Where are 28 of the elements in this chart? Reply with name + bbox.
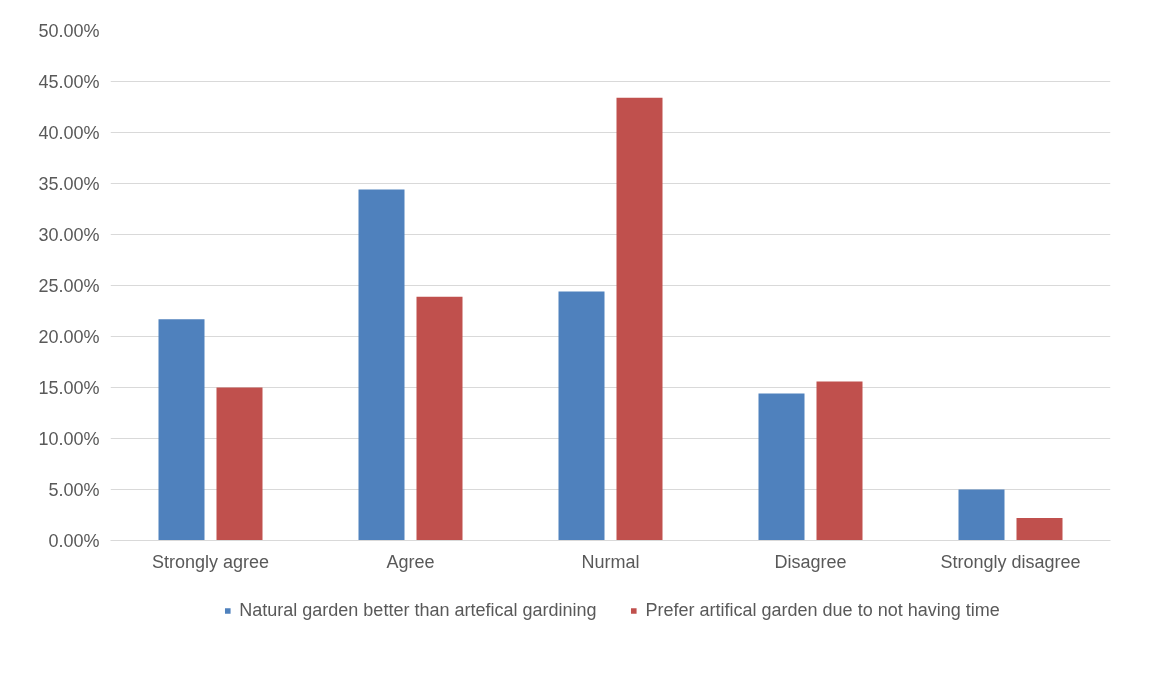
- x-tick-label: Agree: [386, 551, 435, 572]
- x-tick-label: Nurmal: [581, 551, 640, 572]
- bar: [358, 189, 405, 541]
- legend-label: Natural garden better than artefical gardining: [239, 599, 597, 621]
- y-tick-label: 30.00%: [38, 224, 100, 245]
- y-tick-label: 5.00%: [48, 479, 100, 500]
- bar: [616, 97, 663, 541]
- y-tick-label: 0.00%: [48, 530, 100, 551]
- y-tick-label: 25.00%: [38, 275, 100, 296]
- x-tick-label: Strongly disagree: [940, 551, 1081, 572]
- y-tick-label: 35.00%: [38, 173, 100, 194]
- bar: [958, 489, 1005, 541]
- bar: [1016, 518, 1063, 541]
- bar: [558, 291, 605, 541]
- bar: [158, 319, 205, 541]
- y-tick-label: 15.00%: [38, 377, 100, 398]
- bar: [416, 296, 463, 541]
- bar: [816, 381, 863, 541]
- y-tick-label: 45.00%: [38, 71, 100, 92]
- x-tick-label: Strongly agree: [151, 551, 270, 572]
- bar: [216, 387, 263, 541]
- y-tick-label: 10.00%: [38, 428, 100, 449]
- y-tick-label: 40.00%: [38, 122, 100, 143]
- legend-label: Prefer artifical garden due to not having time: [645, 599, 1000, 621]
- bar: [758, 393, 805, 541]
- x-tick-label: Disagree: [774, 551, 847, 572]
- y-tick-label: 20.00%: [38, 326, 100, 347]
- y-tick-label: 50.00%: [38, 20, 100, 41]
